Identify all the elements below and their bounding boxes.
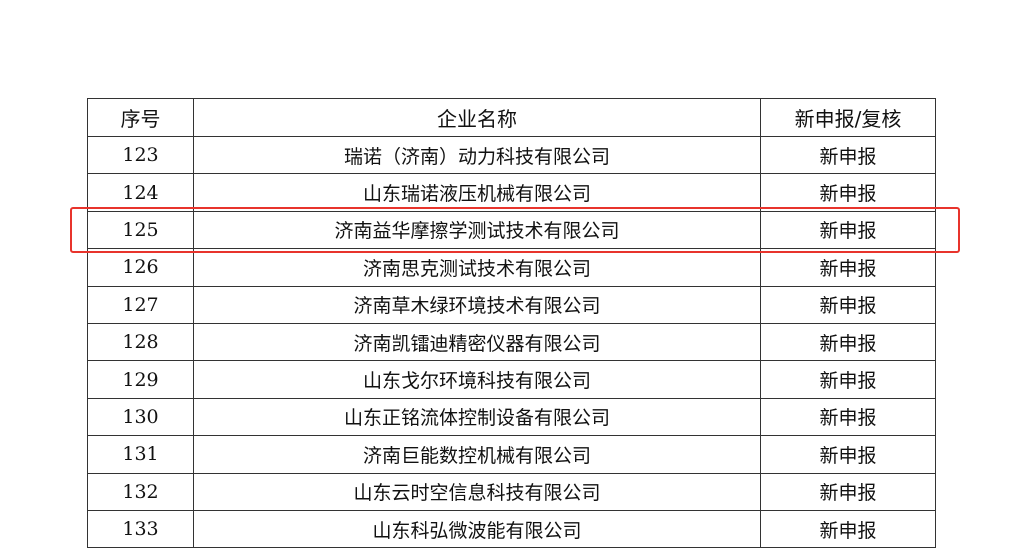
serial-number-cell: 132 bbox=[87, 472, 194, 511]
application-type-cell: 新申报 bbox=[760, 248, 936, 287]
table-row: 123 瑞诺（济南）动力科技有限公司 新申报 bbox=[87, 135, 936, 175]
header-company-name: 企业名称 bbox=[193, 98, 761, 137]
table-row: 124 山东瑞诺液压机械有限公司 新申报 bbox=[87, 173, 936, 212]
serial-number-cell: 126 bbox=[87, 248, 194, 287]
application-type-cell: 新申报 bbox=[760, 322, 936, 362]
application-type-cell: 新申报 bbox=[760, 210, 936, 250]
serial-number-cell: 133 bbox=[87, 509, 194, 549]
table-row: 133 山东科弘微波能有限公司 新申报 bbox=[87, 509, 936, 549]
company-name-cell: 山东瑞诺液压机械有限公司 bbox=[193, 173, 761, 212]
serial-number-cell: 131 bbox=[87, 435, 194, 474]
application-type-cell: 新申报 bbox=[760, 285, 936, 324]
company-name-cell: 济南草木绿环境技术有限公司 bbox=[193, 285, 761, 324]
table-header-row: 序号 企业名称 新申报/复核 bbox=[87, 98, 936, 137]
company-name-cell: 山东云时空信息科技有限公司 bbox=[193, 472, 761, 511]
company-table: 序号 企业名称 新申报/复核 123 瑞诺（济南）动力科技有限公司 新申报 124 山东… bbox=[87, 98, 936, 549]
table-row: 128 济南凯镭迪精密仪器有限公司 新申报 bbox=[87, 322, 936, 362]
company-name-cell: 山东科弘微波能有限公司 bbox=[193, 509, 761, 549]
table-row: 129 山东戈尔环境科技有限公司 新申报 bbox=[87, 360, 936, 399]
company-name-cell: 济南巨能数控机械有限公司 bbox=[193, 435, 761, 474]
serial-number-cell: 124 bbox=[87, 173, 194, 212]
table-row: 126 济南思克测试技术有限公司 新申报 bbox=[87, 248, 936, 287]
application-type-cell: 新申报 bbox=[760, 173, 936, 212]
serial-number-cell: 123 bbox=[87, 135, 194, 175]
application-type-cell: 新申报 bbox=[760, 472, 936, 511]
serial-number-cell: 130 bbox=[87, 397, 194, 437]
serial-number-cell: 125 bbox=[87, 210, 194, 250]
application-type-cell: 新申报 bbox=[760, 360, 936, 399]
company-name-cell: 济南益华摩擦学测试技术有限公司 bbox=[193, 210, 761, 250]
table-row: 132 山东云时空信息科技有限公司 新申报 bbox=[87, 472, 936, 511]
company-name-cell: 济南思克测试技术有限公司 bbox=[193, 248, 761, 287]
table-row: 125 济南益华摩擦学测试技术有限公司 新申报 bbox=[87, 210, 936, 250]
table-row: 130 山东正铭流体控制设备有限公司 新申报 bbox=[87, 397, 936, 437]
table-row: 127 济南草木绿环境技术有限公司 新申报 bbox=[87, 285, 936, 324]
company-name-cell: 济南凯镭迪精密仪器有限公司 bbox=[193, 322, 761, 362]
application-type-cell: 新申报 bbox=[760, 435, 936, 474]
header-application-type: 新申报/复核 bbox=[760, 98, 936, 137]
table-row: 131 济南巨能数控机械有限公司 新申报 bbox=[87, 435, 936, 474]
company-name-cell: 山东正铭流体控制设备有限公司 bbox=[193, 397, 761, 437]
header-serial-number: 序号 bbox=[87, 98, 194, 137]
serial-number-cell: 129 bbox=[87, 360, 194, 399]
company-name-cell: 瑞诺（济南）动力科技有限公司 bbox=[193, 135, 761, 175]
application-type-cell: 新申报 bbox=[760, 509, 936, 549]
application-type-cell: 新申报 bbox=[760, 135, 936, 175]
serial-number-cell: 127 bbox=[87, 285, 194, 324]
serial-number-cell: 128 bbox=[87, 322, 194, 362]
application-type-cell: 新申报 bbox=[760, 397, 936, 437]
company-name-cell: 山东戈尔环境科技有限公司 bbox=[193, 360, 761, 399]
